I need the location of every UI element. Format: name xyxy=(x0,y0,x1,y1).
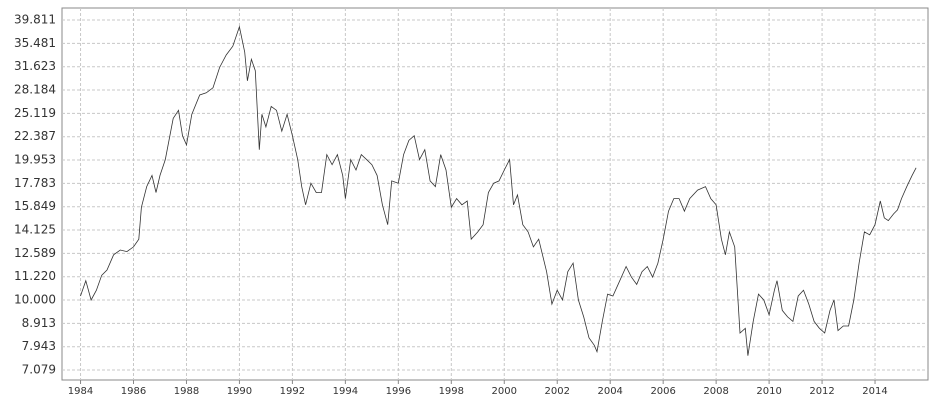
x-tick-label: 1994 xyxy=(333,386,358,397)
x-tick-label: 1988 xyxy=(174,386,199,397)
y-tick-label: 7.079 xyxy=(22,363,56,377)
x-tick-label: 2002 xyxy=(545,386,570,397)
x-tick-label: 1984 xyxy=(68,386,93,397)
y-tick-label: 8.913 xyxy=(22,316,56,330)
y-tick-label: 15.849 xyxy=(14,199,56,213)
y-tick-label: 11.220 xyxy=(14,269,56,283)
x-tick-label: 2000 xyxy=(492,386,517,397)
x-tick-label: 2008 xyxy=(703,386,728,397)
line xyxy=(80,25,917,356)
x-tick-label: 1996 xyxy=(386,386,411,397)
y-tick-label: 14.125 xyxy=(14,223,56,237)
x-tick-label: 2004 xyxy=(597,386,622,397)
y-tick-label: 12.589 xyxy=(14,246,56,260)
x-tick-label: 1986 xyxy=(121,386,146,397)
x-tick-label: 1990 xyxy=(227,386,252,397)
y-tick-label: 25.119 xyxy=(14,106,56,120)
x-tick-label: 1998 xyxy=(439,386,464,397)
x-tick-label: 2014 xyxy=(862,386,887,397)
x-tick-label: 2006 xyxy=(650,386,675,397)
plot-area xyxy=(61,7,929,381)
y-tick-label: 31.623 xyxy=(14,59,56,73)
y-tick-label: 35.481 xyxy=(14,36,56,50)
x-tick-label: 2012 xyxy=(809,386,834,397)
y-tick-label: 39.811 xyxy=(14,13,56,27)
x-tick-label: 2010 xyxy=(756,386,781,397)
y-tick-label: 22.387 xyxy=(14,129,56,143)
y-tick-label: 28.184 xyxy=(14,83,56,97)
x-tick-label: 1992 xyxy=(280,386,305,397)
y-tick-label: 17.783 xyxy=(14,176,56,190)
y-tick-label: 10.000 xyxy=(14,293,56,307)
y-tick-label: 7.943 xyxy=(22,339,56,353)
y-tick-label: 19.953 xyxy=(14,153,56,167)
